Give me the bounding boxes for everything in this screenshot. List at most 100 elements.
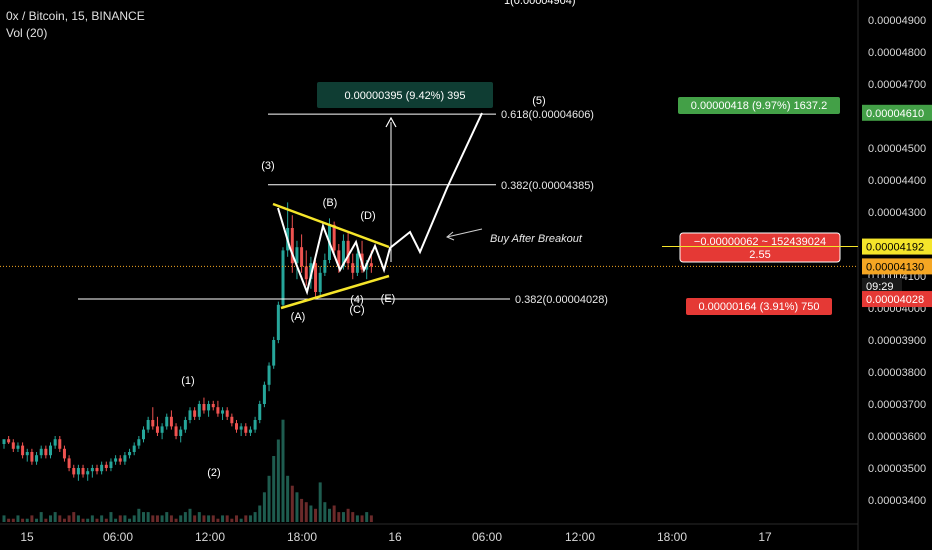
candle-body[interactable] [290,228,294,264]
candle-body[interactable] [95,468,99,472]
candle-body[interactable] [221,410,225,414]
candle-body[interactable] [146,420,150,430]
green-measure-box[interactable] [678,97,840,114]
candle-body[interactable] [207,404,211,411]
candle-body[interactable] [165,416,169,427]
candle-body[interactable] [309,263,313,280]
candle-body[interactable] [25,452,29,456]
candle-body[interactable] [100,464,104,472]
target-measure-box[interactable] [317,82,493,108]
candle-body[interactable] [151,420,155,427]
candle-body[interactable] [193,410,197,417]
price-tag[interactable] [862,258,932,275]
candle-body[interactable] [318,272,322,292]
volume-bar [132,515,136,522]
candle-body[interactable] [225,410,229,417]
candle-body[interactable] [132,445,136,452]
candle-body[interactable] [183,420,187,430]
candle-body[interactable] [337,250,341,267]
price-tag[interactable] [862,104,932,121]
candle-body[interactable] [272,340,276,366]
triangle-upper-line[interactable] [272,202,390,249]
candle-body[interactable] [202,404,206,411]
candle-body[interactable] [86,471,90,475]
drawings[interactable]: 0.618(0.00004606) 0.382(0.00004385) 0.382(… [0,0,858,479]
candle-body[interactable] [123,455,127,462]
candle-body[interactable] [90,468,94,472]
candle-body[interactable] [62,448,66,459]
candle-body[interactable] [369,263,373,267]
candle-body[interactable] [188,410,192,420]
candle-body[interactable] [351,263,355,273]
wave-projection-path[interactable] [277,112,483,296]
candle-body[interactable] [230,416,234,424]
candle-body[interactable] [142,429,145,440]
candle-body[interactable] [314,263,318,292]
price-tag-label: 09:29 [866,281,894,293]
candle-body[interactable] [81,468,85,475]
candle-body[interactable] [11,442,15,449]
fib-level-label: 0.618(0.00004606) [501,109,594,121]
candle-body[interactable] [104,464,108,468]
x-axis-tick-label: 16 [388,530,402,544]
candle-body[interactable] [332,224,336,251]
candle-body[interactable] [276,304,280,340]
candle-body[interactable] [239,426,243,430]
candle-body[interactable] [39,448,43,456]
candle-body[interactable] [253,420,257,430]
candle-body[interactable] [35,455,39,462]
candle-body[interactable] [114,458,118,462]
candle-body[interactable] [16,445,20,449]
triangle-lower-line[interactable] [280,274,390,310]
price-tag[interactable] [862,278,902,294]
candle-body[interactable] [109,461,113,468]
candle-body[interactable] [346,240,350,264]
candle-body[interactable] [7,439,11,443]
candle-body[interactable] [174,426,178,436]
candle-body[interactable] [216,407,220,414]
candle-body[interactable] [304,266,308,280]
y-axis-tick-label: 0.00003500 [868,463,926,475]
candle-body[interactable] [118,458,122,462]
candle-body[interactable] [2,439,6,444]
candle-body[interactable] [267,365,271,385]
red-measure-box[interactable] [686,298,832,315]
candle-body[interactable] [235,423,238,430]
candle-body[interactable] [137,439,141,446]
candle-body[interactable] [244,426,248,433]
candle-body[interactable] [30,452,34,462]
candle-body[interactable] [341,240,345,267]
candle-body[interactable] [300,247,304,267]
candle-body[interactable] [258,404,262,420]
candle-body[interactable] [76,468,80,475]
candle-body[interactable] [49,445,52,456]
candle-body[interactable] [53,439,57,446]
price-tag[interactable] [862,291,932,308]
volume-indicator-label[interactable]: Vol (20) [6,26,48,40]
candle-body[interactable] [21,445,25,456]
candle-body[interactable] [281,250,285,305]
candle-body[interactable] [248,429,252,433]
candlesticks[interactable] [2,202,373,481]
candle-body[interactable] [72,468,76,475]
candle-body[interactable] [44,448,48,456]
candle-body[interactable] [262,384,266,404]
candle-body[interactable] [160,426,164,433]
position-summary-box[interactable] [679,232,841,263]
candle-body[interactable] [58,439,62,449]
x-axis-tick-label: 17 [758,530,772,544]
symbol-title[interactable]: 0x / Bitcoin, 15, BINANCE [6,9,145,23]
candle-body[interactable] [67,458,71,468]
candle-body[interactable] [295,247,299,264]
candle-body[interactable] [197,404,201,417]
wave-label: (A) [291,311,306,323]
candle-body[interactable] [155,426,159,433]
candle-body[interactable] [355,253,359,273]
axes[interactable]: 0.000049000.000048000.000047000.00004600… [20,15,932,544]
price-tag[interactable] [862,238,932,255]
candle-body[interactable] [211,404,215,408]
candle-body[interactable] [179,429,183,436]
candle-body[interactable] [169,416,173,427]
candle-body[interactable] [128,452,132,456]
